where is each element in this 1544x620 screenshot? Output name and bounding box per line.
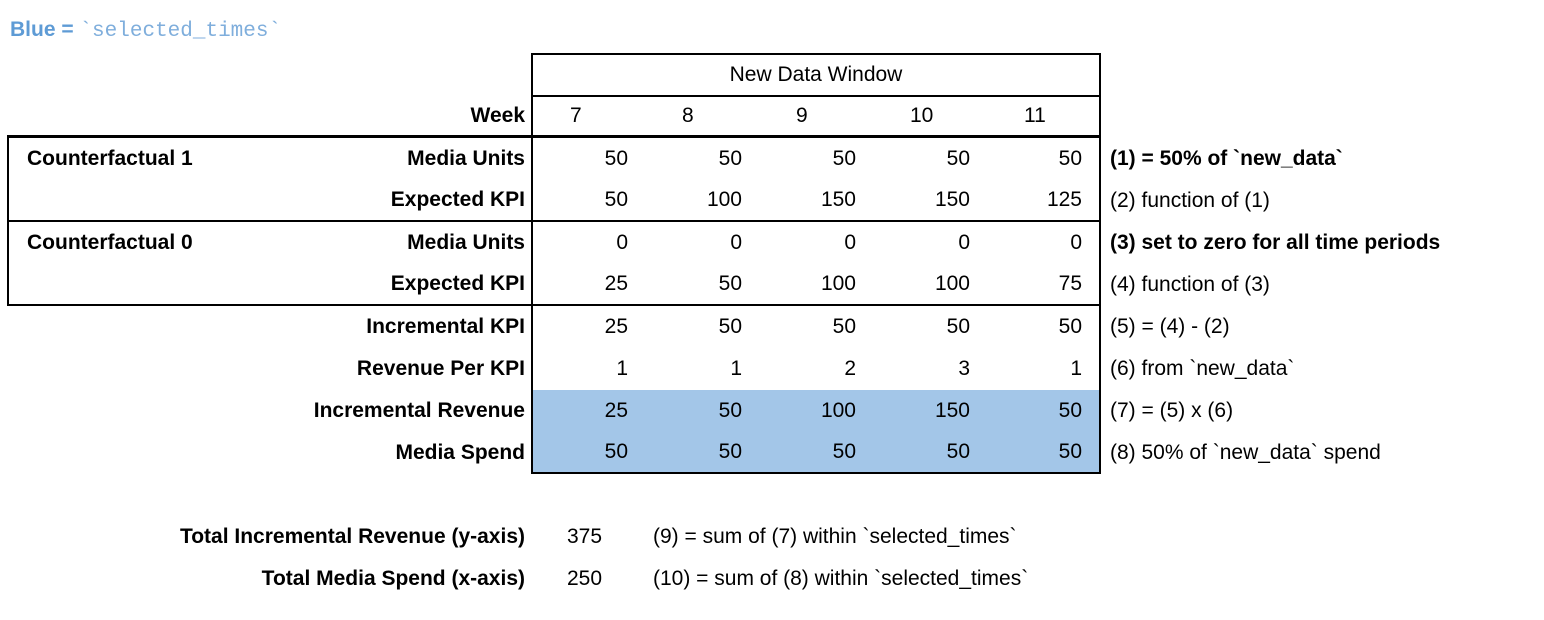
table-cell: 50 xyxy=(531,138,645,180)
table-cell: 100 xyxy=(873,264,987,306)
counterfactual-group-label: Counterfactual 0 xyxy=(27,231,193,254)
highlighted-table-cell: 50 xyxy=(987,432,1101,474)
row-label: Media Units xyxy=(407,147,525,170)
highlighted-table-cell: 50 xyxy=(873,432,987,474)
highlighted-table-cell: 50 xyxy=(759,432,873,474)
week-header-cell: 7 xyxy=(531,97,645,138)
row-label-cell: Revenue Per KPI xyxy=(7,348,531,390)
total-media-spend-value: 250 xyxy=(567,567,603,590)
row-label-cell: Expected KPI xyxy=(7,180,531,222)
table-cell: 1 xyxy=(987,348,1101,390)
totals-section: Total Incremental Revenue (y-axis) 375 (… xyxy=(7,516,1028,600)
row-annotation: (2) function of (1) xyxy=(1110,189,1270,212)
table-cell: 50 xyxy=(531,180,645,222)
highlighted-table-cell: 50 xyxy=(645,390,759,432)
row-annotation: (1) = 50% of `new_data` xyxy=(1110,147,1343,170)
row-label-cell: Counterfactual 1 Media Units xyxy=(7,138,531,180)
row-label: Expected KPI xyxy=(390,272,525,295)
row-label: Media Spend xyxy=(395,441,525,464)
table-cell: 50 xyxy=(832,315,856,338)
counterfactual-table: New Data Window Week 7 8 9 10 11 Counter… xyxy=(7,53,1541,474)
table-cell: 50 xyxy=(718,147,742,170)
highlighted-table-cell: 150 xyxy=(873,390,987,432)
total-incremental-revenue-value: 375 xyxy=(567,525,603,548)
table-cell: 3 xyxy=(958,357,970,380)
row-annotation: (5) = (4) - (2) xyxy=(1110,315,1230,338)
table-cell: 1 xyxy=(730,357,742,380)
row-annotation: (7) = (5) x (6) xyxy=(1110,399,1234,422)
figure-legend-note: Blue = `selected_times` xyxy=(10,18,281,43)
row-label-cell: Incremental KPI xyxy=(7,306,531,348)
row-label: Revenue Per KPI xyxy=(356,357,525,380)
row-annotation: (8) 50% of `new_data` spend xyxy=(1110,441,1381,464)
row-annotation: (6) from `new_data` xyxy=(1110,357,1295,380)
table-cell: 100 xyxy=(759,264,873,306)
highlighted-table-cell: 50 xyxy=(987,390,1101,432)
table-cell: 2 xyxy=(844,357,856,380)
table-cell: 50 xyxy=(987,306,1101,348)
counterfactual-group-label: Counterfactual 1 xyxy=(27,147,193,170)
table-cell: 0 xyxy=(844,231,856,254)
table-cell: 150 xyxy=(759,180,873,222)
table-cell: 1 xyxy=(531,348,645,390)
table-cell: 0 xyxy=(531,222,645,264)
table-cell: 100 xyxy=(645,180,759,222)
highlighted-table-cell: 100 xyxy=(759,390,873,432)
row-annotation: (3) set to zero for all time periods xyxy=(1110,231,1441,254)
legend-note-prefix: Blue = xyxy=(10,18,80,41)
table-cell: 125 xyxy=(987,180,1101,222)
total-media-spend-label: Total Media Spend (x-axis) xyxy=(261,567,525,590)
row-label: Incremental KPI xyxy=(366,315,525,338)
table-cell: 50 xyxy=(832,147,856,170)
table-cell: 50 xyxy=(718,315,742,338)
highlighted-table-cell: 25 xyxy=(531,390,645,432)
total-media-spend-note: (10) = sum of (8) within `selected_times… xyxy=(653,567,1029,590)
week-header-cell: 9 xyxy=(759,97,873,138)
week-header-cell: 11 xyxy=(987,97,1101,138)
week-row-label: Week xyxy=(7,97,531,138)
table-cell: 50 xyxy=(946,315,970,338)
table-cell: 75 xyxy=(987,264,1101,306)
table-cell: 25 xyxy=(531,306,645,348)
row-label: Media Units xyxy=(407,231,525,254)
row-label: Incremental Revenue xyxy=(313,399,525,422)
spacer-cell xyxy=(1101,53,1541,97)
row-label-cell: Counterfactual 0 Media Units xyxy=(7,222,531,264)
row-label-cell: Incremental Revenue xyxy=(7,390,531,432)
spacer-cell xyxy=(7,53,531,97)
week-header-cell: 10 xyxy=(873,97,987,138)
table-cell: 50 xyxy=(645,264,759,306)
row-label-cell: Expected KPI xyxy=(7,264,531,306)
table-cell: 0 xyxy=(958,231,970,254)
table-cell: 50 xyxy=(946,147,970,170)
total-incremental-revenue-note: (9) = sum of (7) within `selected_times` xyxy=(653,525,1017,548)
highlighted-table-cell: 50 xyxy=(531,432,645,474)
highlighted-table-cell: 50 xyxy=(645,432,759,474)
table-cell: 25 xyxy=(531,264,645,306)
table-cell: 0 xyxy=(730,231,742,254)
row-label: Expected KPI xyxy=(390,188,525,211)
table-cell: 50 xyxy=(987,138,1101,180)
spacer-cell xyxy=(1101,97,1541,138)
row-label-cell: Media Spend xyxy=(7,432,531,474)
table-cell: 0 xyxy=(987,222,1101,264)
legend-note-code: `selected_times` xyxy=(79,20,282,43)
row-annotation: (4) function of (3) xyxy=(1110,273,1270,296)
week-header-cell: 8 xyxy=(645,97,759,138)
total-incremental-revenue-label: Total Incremental Revenue (y-axis) xyxy=(179,525,525,548)
table-cell: 150 xyxy=(873,180,987,222)
new-data-window-header: New Data Window xyxy=(531,53,1101,97)
